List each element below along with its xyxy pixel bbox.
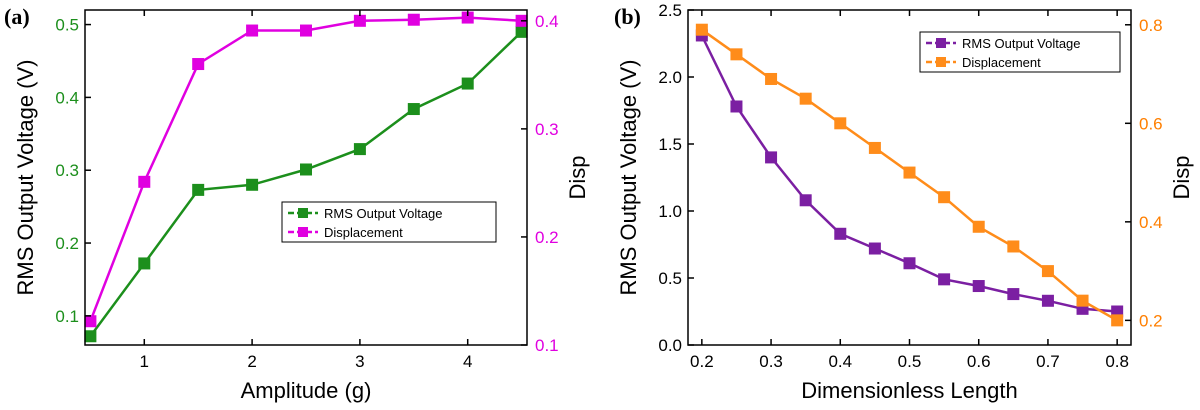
x-tick-label: 0.6 [967,352,991,371]
x-tick-label: 0.2 [690,352,714,371]
data-point-voltage [730,100,743,113]
data-point-voltage [868,242,881,255]
data-point-voltage [834,227,847,240]
data-point-displacement [765,72,778,85]
series-line-voltage [89,30,523,338]
y2-tick-label: 0.4 [1139,213,1163,232]
legend-swatch-marker [298,208,308,218]
y-tick-label: 1.5 [658,135,682,154]
panel-a: (a) 1 2 3 4 0.1 0.2 0.3 0.4 0.5 0.1 0.2 0.3 0.4 Amplit… [4,4,590,403]
data-point-displacement [407,13,420,26]
y-tick-label: 0.5 [55,16,79,35]
data-point-displacement [903,166,916,179]
y2-axis-title: Disp [1169,155,1194,199]
data-point-voltage [192,183,205,196]
data-point-voltage [84,330,97,343]
data-point-voltage [972,280,985,293]
x-axis-title: Amplitude (g) [241,378,372,403]
data-point-displacement [1076,294,1089,307]
data-point-displacement [84,315,97,328]
y-tick-label: 0.5 [658,269,682,288]
data-point-displacement [353,14,366,27]
data-point-displacement [1041,265,1054,278]
data-point-displacement [461,11,474,24]
data-point-voltage [515,25,528,38]
y-tick-label: 0.3 [55,161,79,180]
data-point-voltage [461,77,474,90]
y-axis-title: RMS Output Voltage (V) [13,60,38,296]
x-tick-label: 0.3 [759,352,783,371]
legend-label: Displacement [962,55,1041,70]
data-point-displacement [300,24,312,37]
panel-label: (a) [4,4,30,29]
x-tick-label: 0.7 [1036,352,1060,371]
y-tick-label: 0.4 [55,88,79,107]
data-point-voltage [1041,294,1054,307]
y2-tick-label: 0.2 [1139,311,1163,330]
y-tick-label: 0.1 [55,307,79,326]
data-point-displacement [695,23,708,36]
x-tick-label: 0.5 [898,352,922,371]
x-axis-title: Dimensionless Length [801,378,1017,403]
y2-tick-label: 0.4 [535,12,559,31]
data-point-voltage [353,143,366,156]
legend-swatch-marker [936,57,946,67]
x-tick-label: 0.4 [828,352,852,371]
y-axis-title: RMS Output Voltage (V) [616,60,641,296]
y-tick-label: 2.5 [658,1,682,20]
data-point-displacement [799,92,812,105]
data-point-displacement [938,191,951,204]
x-tick-label: 2 [247,352,256,371]
data-point-voltage [138,257,151,270]
y2-tick-label: 0.2 [535,228,559,247]
x-tick-label: 3 [355,352,364,371]
legend: RMS Output Voltage Displacement [281,201,497,243]
y-tick-label: 0.0 [658,336,682,355]
legend-label: Displacement [324,225,403,240]
x-tick-label: 0.8 [1105,352,1129,371]
y2-axis-title: Disp [565,155,590,199]
data-point-displacement [868,141,881,154]
panel-label: (b) [614,4,641,29]
legend-swatch-marker [298,227,308,237]
data-point-voltage [300,163,312,176]
data-point-displacement [834,117,847,130]
x-tick-label: 1 [140,352,149,371]
y-tick-label: 1.0 [658,202,682,221]
data-point-displacement [1007,240,1020,253]
legend: RMS Output Voltage Displacement [919,31,1121,73]
data-point-voltage [903,257,916,270]
data-point-voltage [799,194,812,207]
legend-label: RMS Output Voltage [962,36,1081,51]
y2-tick-label: 0.8 [1139,16,1163,35]
legend-box [919,31,1121,73]
y2-tick-label: 0.6 [1139,114,1163,133]
data-point-voltage [1007,288,1020,301]
data-point-voltage [938,273,951,286]
y2-tick-label: 0.3 [535,120,559,139]
legend-label: RMS Output Voltage [324,206,443,221]
x-tick-label: 4 [463,352,472,371]
plot-frame [84,9,528,346]
panel-b: (b) 0.2 0.3 0.4 0.5 0.6 0.7 0.8 0.0 0.5 1.0 1.5 2.0 2… [614,1,1194,403]
data-point-voltage [765,151,778,164]
data-point-displacement [972,220,985,233]
data-point-voltage [246,178,259,191]
data-point-displacement [192,58,205,71]
data-point-displacement [138,175,151,188]
legend-box [281,201,497,243]
legend-swatch-marker [936,38,946,48]
data-point-displacement [1111,314,1124,327]
y2-tick-label: 0.1 [535,336,559,355]
y-tick-label: 2.0 [658,68,682,87]
y-tick-label: 0.2 [55,234,79,253]
data-point-displacement [730,48,743,61]
data-point-voltage [407,103,420,116]
data-point-displacement [246,24,259,37]
